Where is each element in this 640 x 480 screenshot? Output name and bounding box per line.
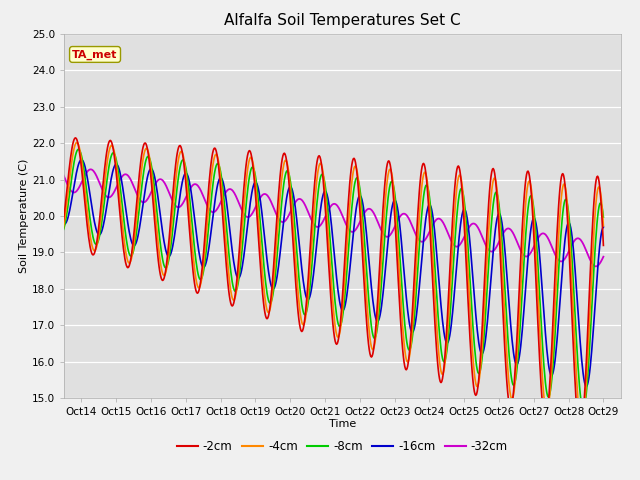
-2cm [577,431,584,436]
-16cm [51,185,59,191]
-4cm [513,352,521,358]
Line: -8cm: -8cm [47,149,604,409]
-32cm [592,264,600,269]
-4cm [600,223,607,229]
-2cm [120,246,127,252]
-32cm [444,229,451,235]
-8cm [444,342,451,348]
Y-axis label: Soil Temperature (C): Soil Temperature (C) [19,159,29,273]
-16cm [443,340,451,346]
-32cm [43,175,51,181]
-8cm [51,206,59,212]
-32cm [600,254,607,260]
Line: -16cm: -16cm [47,155,604,386]
-8cm [497,217,504,223]
-4cm [166,241,173,247]
-4cm [120,231,127,237]
-4cm [51,221,59,227]
-2cm [166,228,173,233]
-32cm [497,236,504,242]
-32cm [51,162,59,168]
-2cm [51,232,59,238]
-8cm [120,214,127,219]
-4cm [497,233,504,239]
-16cm [582,384,590,389]
-8cm [166,251,173,256]
-16cm [513,362,520,368]
-16cm [43,152,51,158]
-8cm [43,148,51,154]
-16cm [119,185,127,191]
-8cm [600,214,607,220]
Text: TA_met: TA_met [72,49,118,60]
-2cm [72,135,79,141]
Line: -2cm: -2cm [47,138,604,433]
-16cm [165,253,173,259]
Legend: -2cm, -4cm, -8cm, -16cm, -32cm: -2cm, -4cm, -8cm, -16cm, -32cm [172,436,513,458]
-32cm [52,162,60,168]
-4cm [444,331,451,337]
-16cm [496,211,504,217]
-32cm [166,192,173,197]
Line: -32cm: -32cm [47,165,604,266]
-2cm [600,242,607,248]
-16cm [600,224,607,230]
-8cm [513,364,521,370]
-2cm [497,256,504,262]
-2cm [43,159,51,165]
Line: -4cm: -4cm [47,143,604,424]
-4cm [578,421,586,427]
-8cm [579,406,587,412]
-4cm [43,152,51,157]
X-axis label: Time: Time [329,419,356,429]
-32cm [513,239,521,245]
-4cm [73,140,81,145]
Title: Alfalfa Soil Temperatures Set C: Alfalfa Soil Temperatures Set C [224,13,461,28]
-8cm [75,146,83,152]
-32cm [120,172,127,178]
-2cm [513,331,521,337]
-2cm [444,312,451,318]
